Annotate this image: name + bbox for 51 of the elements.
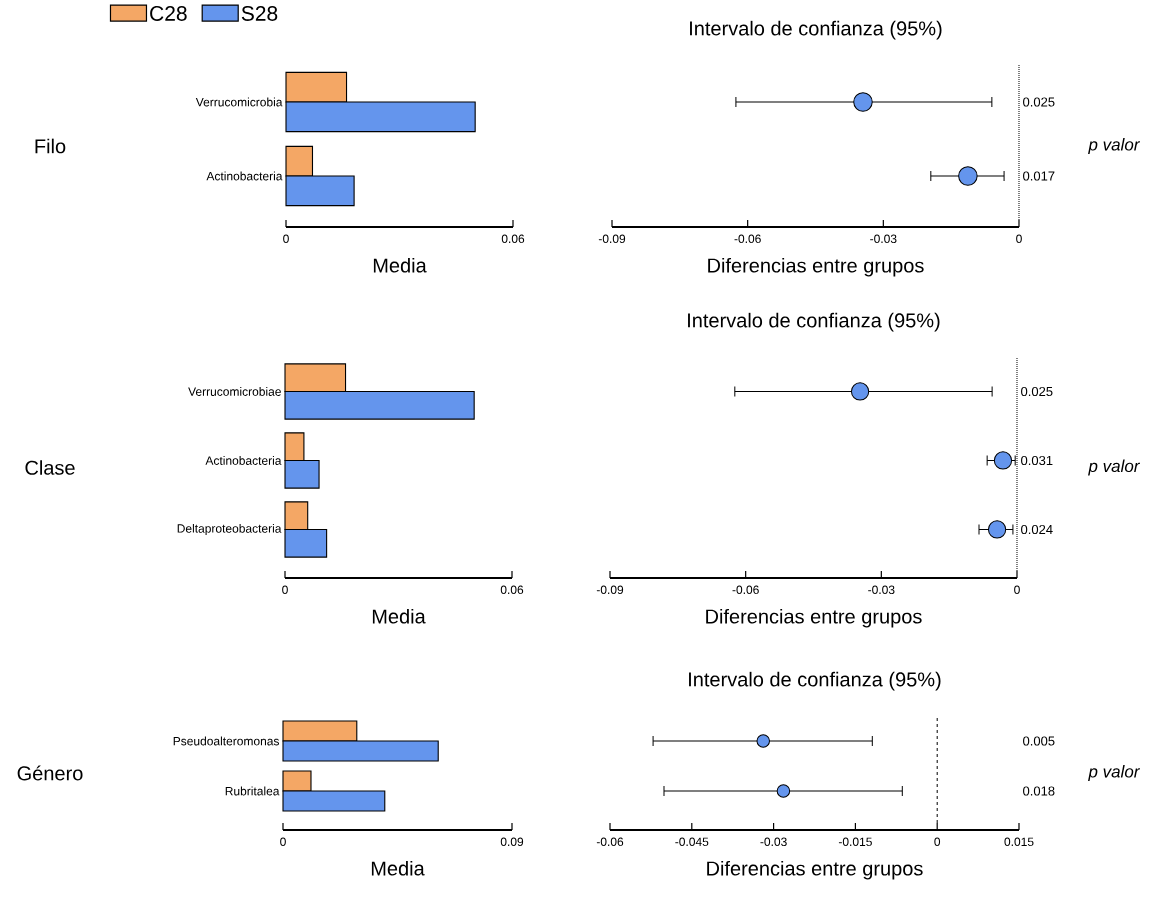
legend-label: S28 — [241, 6, 278, 21]
x-tick-label: 0.09 — [500, 837, 524, 847]
x-tick-label: -0.03 — [870, 234, 897, 244]
text: 0.025 — [1023, 97, 1055, 107]
x-tick-label: 0.06 — [500, 585, 524, 595]
x-tick-label: -0.06 — [732, 585, 759, 595]
x-tick-label: -0.045 — [675, 837, 709, 847]
x-tick-label: 0 — [283, 234, 289, 244]
text: 0.025 — [1021, 386, 1053, 397]
x-axis-title: Media — [371, 860, 425, 876]
y-tick-label: Actinobacteria — [205, 456, 282, 465]
chart-title: Intervalo de confianza (95%) — [689, 671, 941, 691]
text: 0.031 — [1021, 455, 1053, 466]
chart-title: Intervalo de confianza (95%) — [690, 20, 942, 40]
x-tick-label: -0.09 — [598, 234, 626, 244]
text: 0.005 — [1023, 736, 1055, 746]
y-tick-label: Verrucomicrobiae — [188, 387, 281, 396]
y2-axis-title: p valor — [1088, 765, 1141, 781]
y-tick-label: Pseudoalteromonas — [173, 736, 280, 746]
x-axis-title: Diferencias entre grupos — [708, 257, 924, 277]
text: 0.017 — [1023, 171, 1055, 181]
chart-title: Intervalo de confianza (95%) — [688, 312, 940, 332]
y-axis-title: Género — [17, 765, 83, 781]
x-tick-label: 0 — [934, 837, 941, 847]
y-tick-label: Verrucomicrobia — [195, 97, 283, 107]
x-tick-label: -0.015 — [838, 837, 872, 847]
y-tick-label: Deltaproteobacteria — [177, 523, 282, 536]
x-axis-title: Media — [372, 608, 426, 624]
x-axis-title: Diferencias entre grupos — [706, 608, 922, 628]
y2-axis-title: p valor — [1088, 459, 1141, 476]
x-tick-label: -0.06 — [734, 234, 761, 244]
x-tick-label: -0.06 — [596, 837, 624, 847]
y-axis-title: Filo — [35, 138, 66, 154]
x-tick-label: -0.03 — [760, 837, 787, 847]
x-axis-title: Media — [373, 257, 427, 273]
x-axis-title: Diferencias entre grupos — [707, 860, 923, 880]
x-tick-label: 0 — [282, 585, 288, 595]
y-axis-title: Clase — [25, 460, 75, 475]
x-tick-label: 0.015 — [1004, 837, 1034, 847]
x-tick-label: -0.03 — [868, 585, 895, 595]
x-tick-label: 0 — [1016, 234, 1022, 244]
x-tick-label: 0 — [1014, 585, 1020, 595]
x-tick-label: 0 — [280, 837, 286, 847]
x-tick-label: 0.06 — [501, 234, 525, 244]
text: 0.018 — [1023, 786, 1055, 796]
legend-label: C28 — [150, 6, 187, 21]
text: 0.024 — [1021, 524, 1053, 535]
y2-axis-title: p valor — [1088, 138, 1141, 154]
y-tick-label: Rubritalea — [225, 786, 280, 796]
x-tick-label: -0.09 — [596, 585, 624, 595]
y-tick-label: Actinobacteria — [206, 171, 283, 181]
